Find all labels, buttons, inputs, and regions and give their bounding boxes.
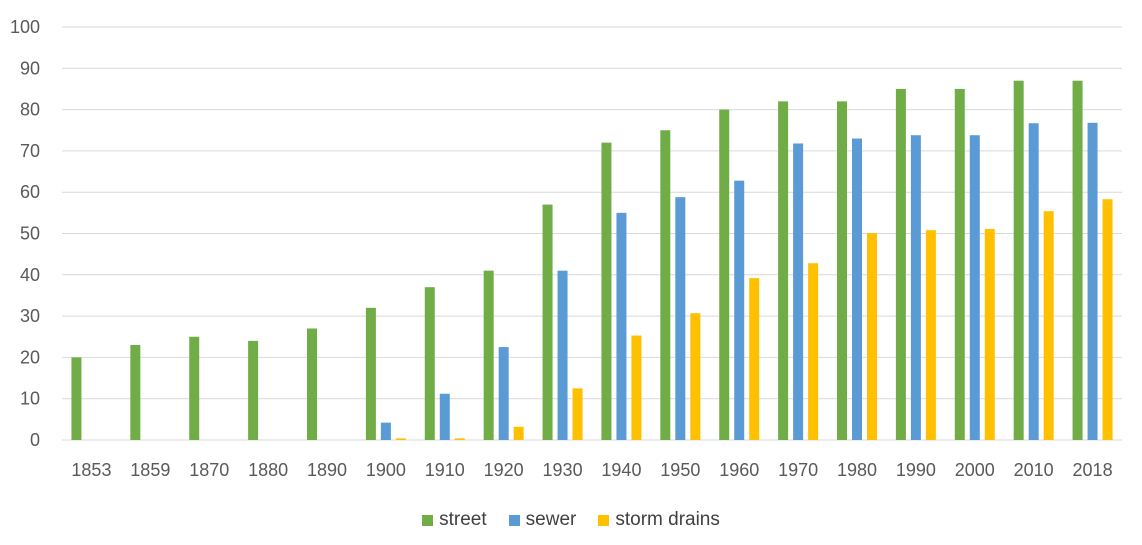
bar-sewer-1910 bbox=[439, 393, 450, 440]
bar-storm-drains-2018 bbox=[1102, 199, 1113, 440]
bar-street-1859 bbox=[130, 345, 141, 440]
bar-street-1880 bbox=[248, 340, 259, 440]
bar-storm-drains-1970 bbox=[808, 263, 819, 440]
y-tick-label: 0 bbox=[30, 430, 40, 450]
bar-sewer-1970 bbox=[793, 143, 804, 440]
bar-street-1853 bbox=[71, 357, 82, 440]
y-tick-label: 100 bbox=[10, 17, 40, 37]
bar-sewer-1980 bbox=[852, 138, 862, 440]
bar-sewer-2018 bbox=[1087, 122, 1098, 440]
x-tick-label: 2000 bbox=[955, 460, 995, 480]
bar-street-1980 bbox=[837, 101, 847, 440]
bar-street-1890 bbox=[307, 328, 317, 440]
bar-storm-drains-1920 bbox=[513, 426, 524, 440]
bar-street-2000 bbox=[954, 88, 965, 440]
gridlines bbox=[62, 26, 1122, 441]
bar-storm-drains-1940 bbox=[631, 335, 642, 440]
x-tick-label: 1910 bbox=[425, 460, 465, 480]
bar-storm-drains-1980 bbox=[867, 233, 877, 440]
bar-sewer-2000 bbox=[969, 135, 980, 440]
y-tick-label: 30 bbox=[20, 306, 40, 326]
bar-street-1990 bbox=[895, 88, 906, 440]
bar-street-1930 bbox=[542, 204, 553, 440]
bar-street-1900 bbox=[365, 307, 376, 440]
bar-street-1960 bbox=[719, 109, 730, 440]
x-tick-label: 1920 bbox=[484, 460, 524, 480]
x-tick-label: 1859 bbox=[130, 460, 170, 480]
bar-sewer-1940 bbox=[616, 212, 627, 440]
x-axis-tick-labels: 1853 1859 1870 1880 1890 1900 1910 1920 1930 1940… bbox=[71, 460, 1112, 480]
legend-swatch bbox=[598, 514, 610, 526]
bar-storm-drains-1990 bbox=[925, 230, 936, 440]
x-tick-label: 1853 bbox=[71, 460, 111, 480]
bar-street-1950 bbox=[660, 130, 671, 440]
bar-storm-drains-1900 bbox=[395, 438, 406, 440]
x-tick-label: 1980 bbox=[837, 460, 877, 480]
bar-street-1910 bbox=[424, 287, 435, 440]
bar-storm-drains-1930 bbox=[572, 388, 583, 440]
y-tick-label: 70 bbox=[20, 141, 40, 161]
x-tick-label: 1930 bbox=[543, 460, 583, 480]
x-tick-label: 2010 bbox=[1014, 460, 1054, 480]
bar-street-1870 bbox=[189, 336, 200, 440]
bar-street-2010 bbox=[1013, 80, 1024, 440]
legend-item-storm-drains: storm drains bbox=[598, 509, 720, 531]
bars bbox=[71, 80, 1113, 441]
bar-storm-drains-2000 bbox=[984, 228, 995, 440]
bar-sewer-1930 bbox=[557, 270, 568, 440]
x-tick-label: 1900 bbox=[366, 460, 406, 480]
bar-sewer-1950 bbox=[675, 197, 686, 440]
bar-street-1940 bbox=[601, 142, 612, 440]
bar-storm-drains-2010 bbox=[1043, 211, 1054, 440]
bar-storm-drains-1960 bbox=[749, 278, 760, 440]
bar-sewer-1960 bbox=[734, 180, 745, 441]
x-tick-label: 1880 bbox=[248, 460, 288, 480]
bar-street-2018 bbox=[1072, 80, 1083, 440]
legend-swatch bbox=[422, 514, 434, 526]
bar-storm-drains-1950 bbox=[690, 313, 701, 440]
legend-swatch bbox=[508, 514, 520, 526]
y-tick-label: 10 bbox=[20, 389, 40, 409]
y-tick-label: 40 bbox=[20, 265, 40, 285]
y-axis-tick-labels: 0 10 20 30 40 50 60 70 80 90 100 bbox=[10, 17, 40, 450]
x-tick-label: 1990 bbox=[896, 460, 936, 480]
bar-street-1970 bbox=[778, 101, 789, 440]
x-tick-label: 2018 bbox=[1073, 460, 1113, 480]
legend-label: sewer bbox=[525, 509, 577, 530]
legend-label: street bbox=[439, 509, 487, 530]
x-tick-label: 1960 bbox=[719, 460, 759, 480]
x-tick-label: 1950 bbox=[660, 460, 700, 480]
bar-sewer-1990 bbox=[910, 135, 921, 440]
y-tick-label: 50 bbox=[20, 224, 40, 244]
legend-item-sewer: sewer bbox=[508, 509, 577, 531]
legend: street sewer storm drains bbox=[0, 509, 1142, 531]
bar-street-1920 bbox=[483, 270, 494, 440]
legend-label: storm drains bbox=[615, 509, 720, 530]
y-tick-label: 20 bbox=[20, 347, 40, 367]
y-tick-label: 90 bbox=[20, 58, 40, 78]
x-tick-label: 1870 bbox=[189, 460, 229, 480]
bar-storm-drains-1910 bbox=[454, 438, 465, 440]
x-tick-label: 1970 bbox=[778, 460, 818, 480]
y-tick-label: 80 bbox=[20, 100, 40, 120]
y-tick-label: 60 bbox=[20, 182, 40, 202]
x-tick-label: 1890 bbox=[307, 460, 347, 480]
bar-sewer-1900 bbox=[380, 422, 391, 440]
x-tick-label: 1940 bbox=[601, 460, 641, 480]
bar-sewer-1920 bbox=[498, 347, 509, 440]
bar-sewer-2010 bbox=[1028, 123, 1039, 440]
legend-item-street: street bbox=[422, 509, 487, 531]
